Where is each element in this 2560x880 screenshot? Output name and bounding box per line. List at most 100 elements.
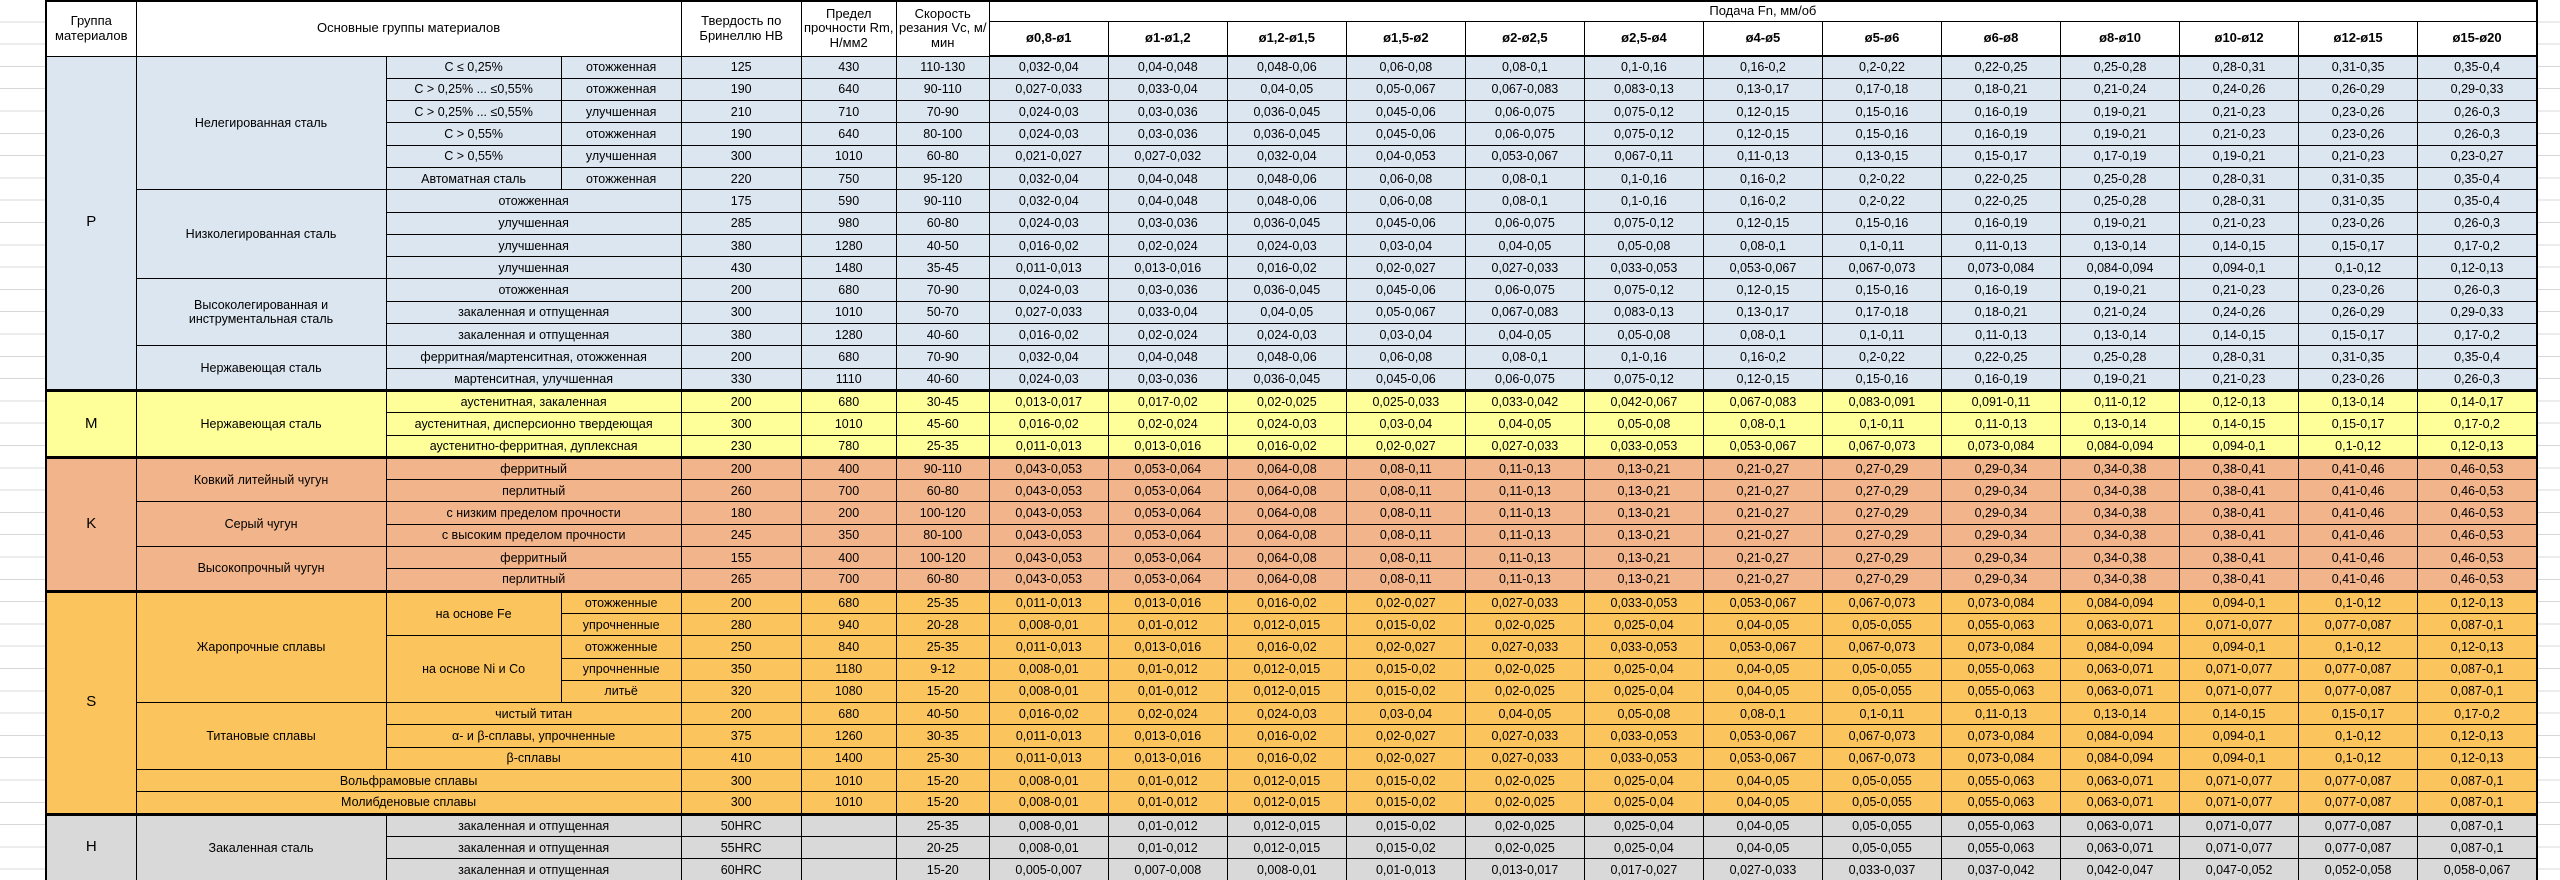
subtype-cell[interactable]: ферритный [385, 546, 682, 570]
feed-cell[interactable]: 0,058-0,067 [2417, 858, 2538, 880]
header-diameter-col[interactable]: ø2-ø2,5 [1464, 20, 1585, 57]
group-cell[interactable]: M [45, 388, 137, 458]
feed-cell[interactable]: 0,027-0,033 [1464, 589, 1585, 614]
feed-cell[interactable]: 0,042-0,047 [2060, 858, 2181, 880]
feed-cell[interactable]: 0,16-0,19 [1940, 122, 2062, 146]
feed-cell[interactable]: 0,015-0,02 [1345, 791, 1466, 815]
feed-cell[interactable]: 0,1-0,16 [1583, 189, 1704, 213]
feed-cell[interactable]: 0,17-0,18 [1821, 300, 1943, 325]
hardness-cell[interactable]: 180 [680, 501, 802, 525]
feed-cell[interactable]: 0,08-0,1 [1702, 412, 1823, 436]
feed-cell[interactable]: 0,053-0,067 [1702, 635, 1823, 659]
strength-cell[interactable] [800, 858, 897, 880]
feed-cell[interactable]: 0,23-0,26 [2298, 211, 2419, 235]
feed-cell[interactable]: 0,084-0,094 [2060, 746, 2181, 771]
feed-cell[interactable]: 0,02-0,025 [1464, 791, 1585, 815]
feed-cell[interactable]: 0,25-0,28 [2060, 345, 2181, 369]
feed-cell[interactable]: 0,27-0,29 [1821, 501, 1943, 525]
hardness-cell[interactable]: 200 [680, 345, 802, 369]
feed-cell[interactable]: 0,22-0,25 [1940, 345, 2062, 369]
speed-cell[interactable]: 9-12 [895, 657, 990, 681]
feed-cell[interactable]: 0,34-0,38 [2060, 546, 2181, 570]
speed-cell[interactable]: 20-25 [895, 835, 990, 860]
feed-cell[interactable]: 0,13-0,15 [1821, 144, 1943, 168]
feed-cell[interactable]: 0,016-0,02 [988, 323, 1109, 347]
hardness-cell[interactable]: 220 [680, 166, 802, 191]
feed-cell[interactable]: 0,016-0,02 [1226, 724, 1347, 748]
feed-cell[interactable]: 0,01-0,012 [1107, 835, 1228, 860]
family-cell[interactable]: Нержавеющая сталь [135, 388, 387, 458]
feed-cell[interactable]: 0,011-0,013 [988, 746, 1109, 771]
feed-cell[interactable]: 0,073-0,084 [1940, 724, 2062, 748]
feed-cell[interactable]: 0,2-0,22 [1821, 345, 1943, 369]
feed-cell[interactable]: 0,048-0,06 [1226, 55, 1347, 79]
strength-cell[interactable]: 430 [800, 55, 897, 79]
feed-cell[interactable]: 0,067-0,073 [1821, 434, 1943, 458]
condition-cell[interactable]: отожженная [560, 55, 682, 79]
feed-cell[interactable]: 0,2-0,22 [1821, 166, 1943, 191]
feed-cell[interactable]: 0,29-0,34 [1940, 523, 2062, 548]
feed-cell[interactable]: 0,02-0,025 [1464, 657, 1585, 681]
feed-cell[interactable]: 0,1-0,12 [2298, 434, 2419, 458]
feed-cell[interactable]: 0,077-0,087 [2298, 812, 2419, 837]
subtype-cell[interactable]: на основе Fe [385, 589, 562, 637]
hardness-cell[interactable]: 300 [680, 412, 802, 436]
feed-cell[interactable]: 0,04-0,05 [1464, 412, 1585, 436]
speed-cell[interactable]: 25-35 [895, 635, 990, 659]
feed-cell[interactable]: 0,15-0,16 [1821, 122, 1943, 146]
feed-cell[interactable]: 0,011-0,013 [988, 589, 1109, 614]
feed-cell[interactable]: 0,067-0,083 [1702, 388, 1823, 414]
feed-cell[interactable]: 0,15-0,17 [1940, 144, 2062, 168]
feed-cell[interactable]: 0,02-0,027 [1345, 434, 1466, 458]
feed-cell[interactable]: 0,15-0,17 [2298, 233, 2419, 258]
feed-cell[interactable]: 0,21-0,23 [2298, 144, 2419, 168]
feed-cell[interactable]: 0,34-0,38 [2060, 568, 2181, 592]
feed-cell[interactable]: 0,27-0,29 [1821, 479, 1943, 503]
hardness-cell[interactable]: 210 [680, 100, 802, 124]
strength-cell[interactable]: 400 [800, 455, 897, 481]
condition-cell[interactable]: упрочненные [560, 657, 682, 681]
hardness-cell[interactable]: 380 [680, 233, 802, 258]
feed-cell[interactable]: 0,1-0,12 [2298, 256, 2419, 280]
feed-cell[interactable]: 0,08-0,1 [1702, 702, 1823, 726]
feed-cell[interactable]: 0,05-0,08 [1583, 412, 1704, 436]
feed-cell[interactable]: 0,02-0,025 [1226, 388, 1347, 414]
feed-cell[interactable]: 0,15-0,17 [2298, 412, 2419, 436]
speed-cell[interactable]: 45-60 [895, 412, 990, 436]
feed-cell[interactable]: 0,043-0,053 [988, 546, 1109, 570]
feed-cell[interactable]: 0,013-0,016 [1107, 746, 1228, 771]
feed-cell[interactable]: 0,05-0,08 [1583, 702, 1704, 726]
feed-cell[interactable]: 0,23-0,26 [2298, 278, 2419, 302]
feed-cell[interactable]: 0,25-0,28 [2060, 55, 2181, 79]
feed-cell[interactable]: 0,071-0,077 [2179, 768, 2300, 793]
feed-cell[interactable]: 0,16-0,19 [1940, 100, 2062, 124]
feed-cell[interactable]: 0,025-0,04 [1583, 791, 1704, 815]
feed-cell[interactable]: 0,016-0,02 [1226, 434, 1347, 458]
feed-cell[interactable]: 0,17-0,2 [2417, 702, 2538, 726]
feed-cell[interactable]: 0,1-0,11 [1821, 233, 1943, 258]
speed-cell[interactable]: 50-70 [895, 300, 990, 325]
header-diameter-col[interactable]: ø2,5-ø4 [1583, 20, 1704, 57]
feed-cell[interactable]: 0,04-0,05 [1702, 812, 1823, 837]
speed-cell[interactable]: 30-35 [895, 724, 990, 748]
speed-cell[interactable]: 90-110 [895, 189, 990, 213]
feed-cell[interactable]: 0,02-0,027 [1345, 589, 1466, 614]
speed-cell[interactable]: 40-60 [895, 323, 990, 347]
feed-cell[interactable]: 0,17-0,19 [2060, 144, 2181, 168]
condition-cell[interactable]: упрочненные [560, 612, 682, 637]
feed-cell[interactable]: 0,17-0,2 [2417, 233, 2538, 258]
feed-cell[interactable]: 0,055-0,063 [1940, 612, 2062, 637]
strength-cell[interactable] [800, 835, 897, 860]
feed-cell[interactable]: 0,31-0,35 [2298, 166, 2419, 191]
speed-cell[interactable]: 100-120 [895, 501, 990, 525]
feed-cell[interactable]: 0,04-0,05 [1702, 791, 1823, 815]
feed-cell[interactable]: 0,23-0,26 [2298, 122, 2419, 146]
feed-cell[interactable]: 0,047-0,052 [2179, 858, 2300, 880]
hardness-cell[interactable]: 200 [680, 702, 802, 726]
feed-cell[interactable]: 0,008-0,01 [988, 812, 1109, 837]
hardness-cell[interactable]: 60HRC [680, 858, 802, 880]
feed-cell[interactable]: 0,016-0,02 [1226, 589, 1347, 614]
feed-cell[interactable]: 0,008-0,01 [988, 768, 1109, 793]
feed-cell[interactable]: 0,027-0,032 [1107, 144, 1228, 168]
feed-cell[interactable]: 0,15-0,16 [1821, 367, 1943, 391]
